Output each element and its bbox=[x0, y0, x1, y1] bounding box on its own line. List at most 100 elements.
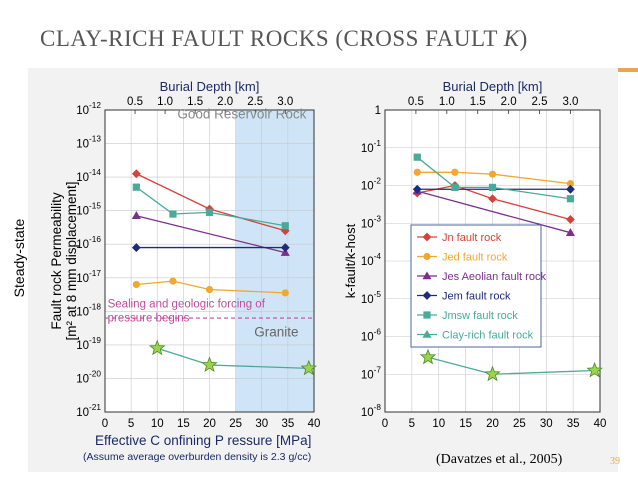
y-tick-label-base: 10 bbox=[361, 407, 374, 419]
y-tick-label-sup: -8 bbox=[374, 403, 382, 412]
annotation-granite: Granite bbox=[254, 325, 298, 340]
top-axis-label: Burial Depth [km] bbox=[443, 79, 543, 94]
plot-frame bbox=[104, 109, 315, 413]
top-tick-label: 2.5 bbox=[247, 96, 263, 108]
legend-marker-2 bbox=[422, 271, 432, 280]
x-tick-label: 10 bbox=[432, 418, 445, 430]
legend-marker-5 bbox=[422, 329, 432, 338]
series-point-1 bbox=[451, 168, 459, 176]
title-italic-k: K bbox=[503, 26, 520, 51]
series-point-1 bbox=[132, 280, 140, 289]
y-tick-label-base: 10 bbox=[76, 306, 89, 318]
x-tick-label: 15 bbox=[177, 418, 190, 430]
y-tick-label: 10-1 bbox=[361, 139, 382, 155]
annotation-pressure: pressure begins bbox=[108, 312, 190, 324]
legend-box bbox=[410, 224, 542, 348]
y-tick-label-sup: -16 bbox=[89, 235, 101, 244]
legend-label-3: Jem fault rock bbox=[442, 291, 511, 303]
y-tick-label: 10-2 bbox=[361, 177, 382, 193]
y-axis-label: k-fault/k-host bbox=[343, 223, 358, 298]
y-tick-label-base: 1 bbox=[375, 105, 381, 117]
y-axis-label-1: Fault rock Permeability bbox=[49, 192, 64, 330]
x-tick-label: 10 bbox=[151, 418, 164, 430]
y-tick-label-base: 10 bbox=[361, 181, 374, 193]
y-tick-label-sup: -14 bbox=[89, 168, 101, 177]
title-end: ) bbox=[519, 26, 528, 51]
y-tick-label-base: 10 bbox=[361, 143, 374, 155]
series-point-1 bbox=[281, 289, 289, 297]
y-tick-label-base: 10 bbox=[76, 172, 89, 184]
series-point-4 bbox=[566, 195, 575, 203]
top-tick-label: 3.0 bbox=[277, 96, 293, 108]
y-tick-label: 10-18 bbox=[76, 302, 101, 318]
y-tick-label-base: 10 bbox=[76, 373, 89, 385]
legend-label-2: Jes Aeolian fault rock bbox=[442, 271, 546, 283]
y-tick-label-sup: -4 bbox=[374, 252, 382, 261]
slide-number: 39 bbox=[610, 456, 620, 467]
top-tick-label: 3.0 bbox=[562, 96, 578, 108]
top-tick-label: 2.5 bbox=[532, 96, 548, 108]
y-tick-label: 10-5 bbox=[361, 290, 382, 306]
title-text: CLAY-RICH FAULT ROCKS (CROSS FAULT bbox=[40, 26, 504, 51]
series-point-1 bbox=[205, 285, 214, 294]
x-tick-label: 30 bbox=[255, 418, 268, 430]
series-point-4 bbox=[169, 210, 177, 218]
y-tick-label: 10-17 bbox=[76, 269, 101, 285]
y-tick-label: 10-8 bbox=[361, 403, 382, 419]
y-tick-label-base: 10 bbox=[361, 369, 374, 381]
shaded-region bbox=[235, 110, 314, 412]
series-point-4 bbox=[281, 222, 289, 230]
y-tick-label-base: 10 bbox=[76, 273, 89, 285]
legend-label-1: Jed fault rock bbox=[442, 252, 508, 264]
figure: 0 5 10 15 20 25 30 35 4010-1210-1310-1410-1510-1… bbox=[28, 68, 618, 472]
y-tick-label: 10-21 bbox=[76, 403, 101, 419]
x-tick-label: 35 bbox=[281, 418, 294, 430]
y-tick-label: 10-19 bbox=[76, 336, 101, 352]
y-tick-label-sup: -1 bbox=[374, 139, 382, 148]
series-point-1 bbox=[488, 170, 497, 178]
y-tick-label: 10-12 bbox=[76, 101, 101, 117]
y-tick-label: 10-7 bbox=[361, 365, 382, 381]
top-tick-label: 1.5 bbox=[187, 96, 203, 108]
plot-frame bbox=[384, 109, 601, 413]
y-tick-label-base: 10 bbox=[76, 139, 89, 151]
y-tick-label: 10-4 bbox=[361, 252, 382, 268]
series-point-3 bbox=[280, 243, 290, 253]
top-tick-label: 1.0 bbox=[439, 96, 455, 108]
y-tick-label-sup: -20 bbox=[89, 369, 101, 378]
x-tick-label: 25 bbox=[229, 418, 242, 430]
y-tick-label-sup: -12 bbox=[89, 101, 101, 110]
x-tick-label: 0 bbox=[102, 418, 108, 430]
y-tick-label-sup: -3 bbox=[374, 214, 382, 223]
x-tick-label: 35 bbox=[567, 418, 580, 430]
legend-label-0: Jn fault rock bbox=[442, 232, 502, 244]
series-line-4 bbox=[416, 156, 571, 200]
series-point-3 bbox=[566, 184, 575, 194]
series-point-0 bbox=[566, 215, 575, 224]
y-axis-label-2: [m² at 8 mm displacement] bbox=[64, 181, 79, 340]
legend: Jn fault rock Jed fault rock Jes Aeolian f… bbox=[410, 224, 546, 348]
top-tick-label: 2.0 bbox=[217, 96, 233, 108]
series-point-4 bbox=[132, 183, 140, 191]
series-point-2 bbox=[565, 228, 575, 236]
x-tick-label: 30 bbox=[540, 418, 553, 430]
y-tick-label: 10-15 bbox=[76, 202, 101, 218]
x-tick-label: 5 bbox=[128, 418, 134, 430]
x-tick-label: 5 bbox=[409, 418, 415, 430]
series-point-2 bbox=[131, 211, 141, 219]
top-tick-label: 0.5 bbox=[127, 96, 143, 108]
x-tick-label: 20 bbox=[203, 418, 216, 430]
x-tick-label: 40 bbox=[308, 418, 321, 430]
series-point-2 bbox=[280, 248, 290, 256]
annotation-good-reservoir: Good Reservoir Rock bbox=[177, 106, 306, 121]
legend-label-4: Jmsw fault rock bbox=[442, 310, 518, 322]
steady-state-label: Steady-state bbox=[11, 218, 27, 298]
x-tick-label: 40 bbox=[594, 418, 607, 430]
y-tick-label-sup: -21 bbox=[89, 403, 101, 412]
y-tick-label: 10-14 bbox=[76, 168, 101, 184]
series-line-2 bbox=[417, 190, 571, 234]
y-tick-label: 10-3 bbox=[361, 214, 382, 230]
y-tick-label-base: 10 bbox=[361, 218, 374, 230]
series-point-5 bbox=[484, 365, 501, 382]
series-point-4 bbox=[205, 208, 214, 216]
